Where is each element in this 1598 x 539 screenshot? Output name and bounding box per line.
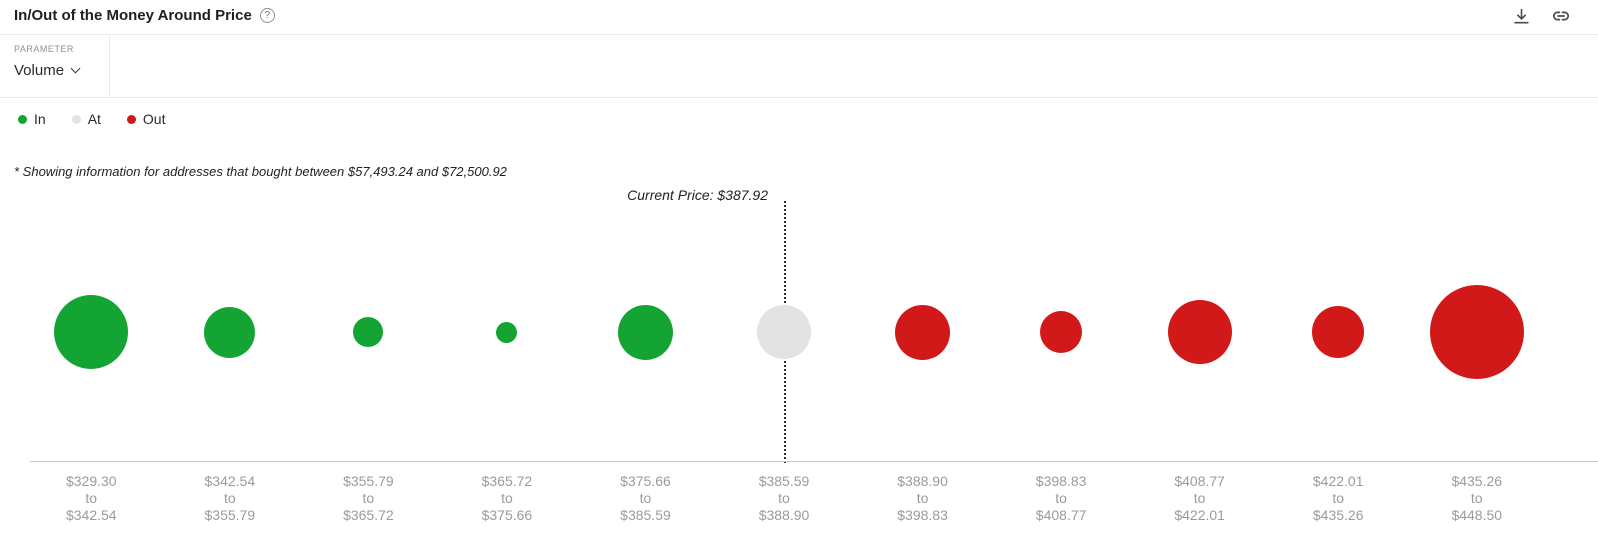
legend-item-in[interactable]: In bbox=[18, 111, 46, 127]
legend-label: At bbox=[87, 111, 101, 127]
download-button[interactable] bbox=[1513, 8, 1530, 25]
bubble-shape bbox=[1429, 285, 1524, 379]
note-text: * Showing information for addresses that… bbox=[14, 164, 507, 179]
bubble-shape bbox=[496, 321, 518, 343]
bubble-at[interactable] bbox=[715, 227, 854, 437]
bubbles-row bbox=[22, 227, 1546, 437]
bubble-shape bbox=[1312, 306, 1365, 358]
download-icon bbox=[1514, 8, 1529, 23]
legend: In At Out bbox=[0, 98, 1598, 139]
bubble-out[interactable] bbox=[1407, 227, 1546, 437]
parameter-value: Volume bbox=[14, 62, 65, 79]
bubble-shape bbox=[1167, 300, 1232, 364]
x-axis-label: $388.90 to $398.83 bbox=[897, 473, 948, 523]
bubble-out[interactable] bbox=[1269, 227, 1408, 437]
controls-bar: PARAMETER Volume bbox=[0, 34, 1598, 98]
x-axis-label: $375.66 to $385.59 bbox=[620, 473, 671, 523]
bubble-out[interactable] bbox=[992, 227, 1131, 437]
x-axis-labels: $329.30 to $342.54 $342.54 to $355.79 $355.79 t… bbox=[22, 473, 1546, 524]
bubble-shape bbox=[757, 305, 811, 359]
bubble-chart: Current Price: $387.92 $329.30 to $342.54 $… bbox=[0, 187, 1598, 538]
link-icon bbox=[1552, 11, 1570, 21]
current-price-label: Current Price: $387.92 bbox=[627, 187, 768, 203]
bubble-in[interactable] bbox=[161, 227, 300, 437]
bubble-shape bbox=[353, 317, 384, 347]
legend-label: In bbox=[34, 111, 46, 127]
bubble-out[interactable] bbox=[1130, 227, 1269, 437]
page-title: In/Out of the Money Around Price bbox=[14, 7, 252, 24]
chevron-down-icon bbox=[70, 63, 81, 74]
x-axis-label: $435.26 to $448.50 bbox=[1451, 473, 1503, 523]
bubble-shape bbox=[1040, 311, 1083, 353]
bubble-in[interactable] bbox=[22, 227, 161, 437]
x-axis-label: $408.77 to $422.01 bbox=[1174, 473, 1225, 523]
parameter-label: PARAMETER bbox=[14, 44, 74, 54]
plot-area: Current Price: $387.92 $329.30 to $342.54 $… bbox=[22, 187, 1546, 538]
bubble-in[interactable] bbox=[576, 227, 715, 437]
x-axis-label: $385.59 to $388.90 bbox=[758, 473, 810, 523]
bubble-in[interactable] bbox=[299, 227, 438, 437]
x-axis-line bbox=[30, 461, 1598, 462]
bubble-shape bbox=[895, 304, 951, 360]
legend-item-at[interactable]: At bbox=[71, 111, 101, 127]
parameter-dropdown[interactable]: PARAMETER Volume bbox=[0, 35, 110, 97]
x-axis-label: $355.79 to $365.72 bbox=[343, 473, 394, 523]
copy-link-button[interactable] bbox=[1552, 7, 1570, 25]
x-axis-label: $329.30 to $342.54 bbox=[65, 473, 117, 523]
x-axis-label: $398.83 to $408.77 bbox=[1035, 473, 1087, 523]
x-axis-label: $365.72 to $375.66 bbox=[481, 473, 533, 523]
widget-header: In/Out of the Money Around Price ? bbox=[0, 0, 1598, 34]
bubble-shape bbox=[204, 306, 256, 358]
legend-item-out[interactable]: Out bbox=[126, 111, 166, 127]
legend-dot bbox=[18, 114, 27, 124]
legend-dot bbox=[71, 114, 81, 124]
bubble-in[interactable] bbox=[438, 227, 577, 437]
help-icon[interactable]: ? bbox=[259, 8, 275, 23]
bubble-shape bbox=[54, 295, 129, 369]
x-axis-label: $342.54 to $355.79 bbox=[204, 473, 256, 523]
legend-label: Out bbox=[142, 111, 166, 127]
bubble-out[interactable] bbox=[853, 227, 992, 437]
legend-dot bbox=[126, 114, 136, 124]
x-axis-label: $422.01 to $435.26 bbox=[1312, 473, 1364, 523]
bubble-shape bbox=[617, 304, 673, 360]
